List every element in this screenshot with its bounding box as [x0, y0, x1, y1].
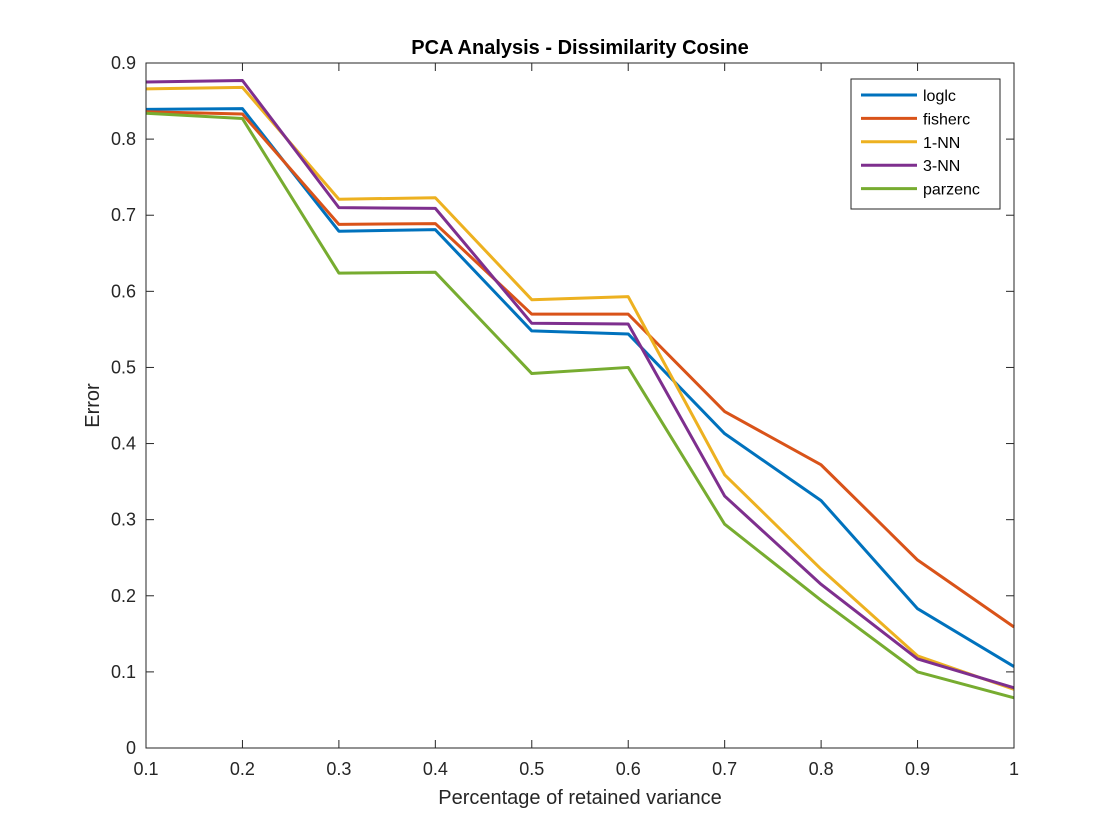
legend-label-1-NN: 1-NN [923, 135, 960, 152]
x-axis-title: Percentage of retained variance [438, 787, 722, 809]
y-tick-label: 0.2 [111, 586, 136, 606]
series-line-fisherc [145, 110, 1015, 629]
legend-label-3-NN: 3-NN [923, 158, 960, 175]
x-tick-label: 0.5 [519, 759, 544, 779]
x-tick-label: 0.1 [133, 759, 158, 779]
x-tick-label: 0.6 [616, 759, 641, 779]
x-tick-label: 0.8 [809, 759, 834, 779]
x-tick-label: 0.2 [230, 759, 255, 779]
x-tick-label: 1 [1009, 759, 1019, 779]
legend-label-parzenc: parzenc [923, 182, 980, 199]
y-tick-label: 0.6 [111, 281, 136, 301]
y-tick-label: 0.1 [111, 662, 136, 682]
y-tick-label: 0.8 [111, 129, 136, 149]
y-tick-label: 0.3 [111, 510, 136, 530]
y-tick-label: 0.9 [111, 53, 136, 73]
y-tick-label: 0.4 [111, 434, 136, 454]
series-line-3-NN [145, 79, 1015, 690]
series-layer [145, 79, 1015, 700]
chart-title: PCA Analysis - Dissimilarity Cosine [411, 37, 749, 59]
legend-label-fisherc: fisherc [923, 111, 970, 128]
series-line-parzenc [145, 111, 1015, 700]
x-tick-label: 0.4 [423, 759, 448, 779]
legend-label-loglc: loglc [923, 88, 956, 105]
axes-box [145, 62, 1015, 749]
x-tick-label: 0.3 [326, 759, 351, 779]
x-tick-label: 0.9 [905, 759, 930, 779]
y-tick-label: 0.5 [111, 357, 136, 377]
legend: loglc fisherc 1-NN 3-NN parzenc [850, 78, 1001, 210]
y-tick-label: 0.7 [111, 205, 136, 225]
axes-layer: 0.1 0.2 0.3 0.4 0.5 0.6 0.7 0.8 0.9 100.10.20.30.… [111, 53, 1019, 779]
y-axis-title: Error [82, 383, 104, 428]
y-tick-label: 0 [126, 738, 136, 758]
x-tick-label: 0.7 [712, 759, 737, 779]
